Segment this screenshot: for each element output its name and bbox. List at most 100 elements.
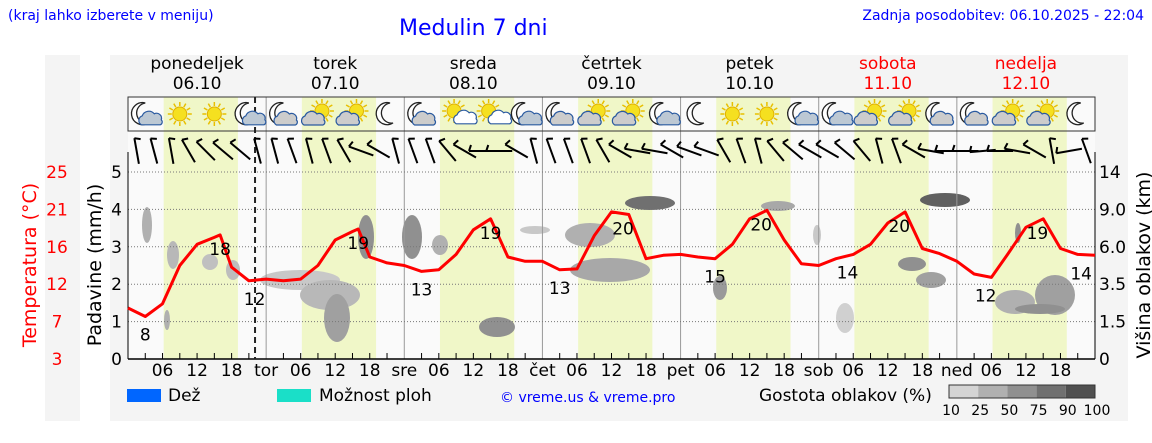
temperature-label: 14 <box>837 263 859 283</box>
cloud-density-tick: 50 <box>1000 403 1018 419</box>
hour-tick-label: 12 <box>324 361 346 381</box>
moon-clear-icon <box>1066 101 1085 126</box>
hour-tick-label: 06 <box>566 361 588 381</box>
sunny-icon <box>167 102 192 126</box>
wind-barb-icon <box>545 137 557 164</box>
moon-clear-icon <box>686 101 705 126</box>
wind-barb-icon <box>253 137 262 164</box>
cloud-height-tick-label: 0 <box>1099 350 1110 370</box>
wind-barb-icon <box>766 137 785 162</box>
wind-barb-icon <box>348 140 374 157</box>
hour-tick-label: 18 <box>497 361 519 381</box>
daylight-band <box>854 97 929 359</box>
sun-cloudy-icon <box>853 99 887 126</box>
cloud-density-tick: 100 <box>1084 403 1111 419</box>
cloud-density-tick: 75 <box>1030 403 1048 419</box>
wind-barb-icon <box>1055 146 1083 155</box>
wind-barb-icon <box>623 142 651 155</box>
last-updated: Zadnja posodobitev: 06.10.2025 - 22:04 <box>862 8 1144 24</box>
sun-cloudy-icon <box>335 99 369 126</box>
temp-tick-label: 25 <box>46 163 68 183</box>
day-abbr-tick: pet <box>667 361 695 381</box>
wind-barb-icon <box>270 137 280 164</box>
cloud-height-tick-label: 6.0 <box>1099 238 1126 258</box>
sun-light-cloud-icon <box>442 99 478 125</box>
wind-barb-icon <box>693 140 720 157</box>
wind-barb-icon <box>366 139 391 159</box>
temperature-label: 19 <box>1027 224 1049 244</box>
temperature-label: 12 <box>975 286 997 306</box>
temperature-label: 20 <box>612 220 634 240</box>
cloud-density-swatch <box>1036 385 1066 398</box>
wind-barb-icon <box>485 144 513 152</box>
moon-partly-cloudy-icon <box>648 101 681 126</box>
day-date: 09.10 <box>587 74 636 94</box>
day-name: četrtek <box>581 54 642 74</box>
hour-tick-label: 12 <box>186 361 208 381</box>
chart-title: Medulin 7 dni <box>399 16 548 41</box>
precip-tick-label: 0 <box>111 350 122 370</box>
precip-tick-label: 2 <box>111 275 122 295</box>
wind-barb-icon <box>640 142 668 155</box>
wind-barb-icon <box>133 137 141 164</box>
cloud-density-swatch <box>949 385 979 398</box>
precip-tick-label: 5 <box>111 163 122 183</box>
wind-barb-icon <box>167 137 176 164</box>
hour-tick-label: 06 <box>704 361 726 381</box>
moon-clear-icon <box>375 101 394 126</box>
wind-barb-icon <box>1022 139 1047 159</box>
wind-barb-icon <box>149 137 159 164</box>
sun-cloudy-icon <box>888 99 922 126</box>
day-date: 08.10 <box>449 74 498 94</box>
hour-tick-label: 12 <box>1015 361 1037 381</box>
wind-barb-icon <box>580 137 591 164</box>
day-name: torek <box>313 54 357 74</box>
day-date: 11.10 <box>863 74 912 94</box>
hour-tick-label: 06 <box>842 361 864 381</box>
daylight-band <box>992 97 1067 359</box>
cloud-density-swatch <box>1065 385 1095 398</box>
day-date: 10.10 <box>725 74 774 94</box>
moon-cloudy-icon <box>925 101 955 126</box>
day-abbr-tick: ned <box>941 361 973 381</box>
day-abbr-tick: tor <box>254 361 278 381</box>
hour-tick-label: 18 <box>1050 361 1072 381</box>
moon-cloudy-icon <box>407 101 437 126</box>
hour-tick-label: 18 <box>635 361 657 381</box>
credit-link[interactable]: © vreme.us & vreme.pro <box>500 390 675 406</box>
hour-tick-label: 18 <box>912 361 934 381</box>
wind-barb-icon <box>529 137 539 164</box>
location-hint: (kraj lahko izberete v meniju) <box>8 8 214 24</box>
wind-barb-icon <box>986 144 1014 152</box>
temperature-label: 15 <box>704 268 726 288</box>
icon-row-border <box>127 96 1096 132</box>
cloud-density-tick: 90 <box>1059 403 1077 419</box>
wind-barb-icon <box>229 138 251 161</box>
wind-barb-icon <box>504 139 529 159</box>
wind-barb-icon <box>891 137 902 164</box>
wind-barb-icon <box>438 137 457 162</box>
precip-tick-label: 1 <box>111 313 122 333</box>
temp-tick-label: 21 <box>46 200 68 220</box>
cloud-density-legend-label: Gostota oblakov (%) <box>759 386 932 406</box>
hour-tick-label: 18 <box>773 361 795 381</box>
cloud-density-scale-border <box>948 384 1096 399</box>
day-date: 06.10 <box>173 74 222 94</box>
wind-barb-icon <box>735 137 747 164</box>
moon-partly-cloudy-icon <box>510 101 543 126</box>
day-name: nedelja <box>995 54 1057 74</box>
day-date: 12.10 <box>1002 74 1051 94</box>
precip-axis-title: Padavine (mm/h) <box>84 184 106 347</box>
day-abbr-tick: sre <box>391 361 417 381</box>
wind-barb-icon <box>424 137 436 164</box>
temperature-label: 13 <box>549 279 571 299</box>
moon-partly-cloudy-icon <box>130 101 163 126</box>
wind-barb-icon <box>1080 137 1092 164</box>
wind-barb-icon <box>782 138 804 161</box>
hour-tick-label: 12 <box>739 361 761 381</box>
wind-barb-icon <box>852 137 872 162</box>
temperature-label: 20 <box>888 217 910 237</box>
day-date: 07.10 <box>311 74 360 94</box>
wind-barb-icon <box>391 137 400 164</box>
wind-barb-icon <box>798 139 822 159</box>
